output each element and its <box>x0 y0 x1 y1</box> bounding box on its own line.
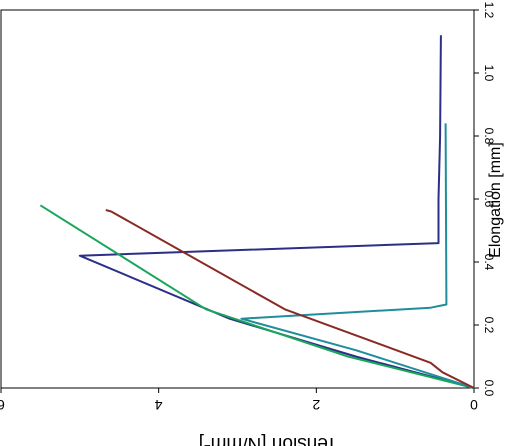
x-tick-label: 1.0 <box>482 65 496 82</box>
x-tick-label: 0.6 <box>482 191 496 208</box>
x-tick-label: 1.2 <box>482 2 496 19</box>
series-line <box>39 204 475 389</box>
data-series <box>39 35 475 389</box>
x-tick-label: 0.8 <box>482 128 496 145</box>
y-axis-title-main: Tension [N/mm <box>211 433 338 446</box>
x-tick-label: 0.0 <box>482 380 496 397</box>
y-tick-label: 0 <box>470 397 478 413</box>
series-line <box>240 123 475 389</box>
series-line <box>78 35 475 389</box>
y-tick-label: 4 <box>155 397 163 413</box>
y-tick-label: 2 <box>312 397 320 413</box>
y-tick-label: 6 <box>0 397 5 413</box>
y-axis-title-close: ] <box>199 433 204 446</box>
y-axis: 0 2 4 6 <box>0 388 478 413</box>
x-tick-label: 0.4 <box>482 254 496 271</box>
y-axis-title: Tension [N/mm2] <box>199 433 338 446</box>
y-axis-title-exponent: 2 <box>204 442 211 446</box>
x-tick-label: 0.2 <box>482 317 496 334</box>
x-axis: 0.0 0.2 0.4 0.6 0.8 1.0 1.2 <box>474 2 496 397</box>
x-axis-title: Elongation [mm] <box>487 142 504 258</box>
series-line <box>105 209 475 389</box>
